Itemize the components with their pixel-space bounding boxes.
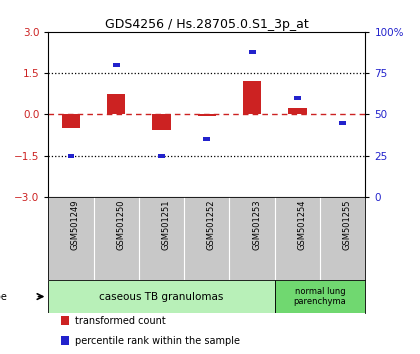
- Text: GSM501252: GSM501252: [207, 200, 216, 250]
- Text: normal lung
parenchyma: normal lung parenchyma: [294, 287, 346, 306]
- Text: GSM501250: GSM501250: [116, 200, 125, 250]
- Bar: [275, 280, 365, 313]
- Bar: [113, 63, 120, 67]
- Text: transformed count: transformed count: [75, 316, 166, 326]
- Title: GDS4256 / Hs.28705.0.S1_3p_at: GDS4256 / Hs.28705.0.S1_3p_at: [105, 18, 309, 31]
- Bar: [198, 114, 216, 116]
- Bar: [339, 121, 346, 125]
- Bar: [243, 81, 261, 114]
- Bar: [61, 336, 69, 345]
- Text: percentile rank within the sample: percentile rank within the sample: [75, 336, 240, 346]
- Bar: [68, 154, 74, 158]
- Text: GSM501251: GSM501251: [162, 200, 171, 250]
- Bar: [203, 137, 210, 141]
- Bar: [152, 114, 171, 130]
- Bar: [48, 280, 275, 313]
- Bar: [62, 114, 80, 128]
- Bar: [61, 316, 69, 325]
- Bar: [158, 154, 165, 158]
- Text: GSM501254: GSM501254: [297, 200, 307, 250]
- Bar: [249, 50, 255, 54]
- Bar: [294, 96, 301, 100]
- Bar: [107, 94, 125, 114]
- Bar: [289, 108, 307, 114]
- Text: GSM501255: GSM501255: [343, 200, 352, 250]
- Text: GSM501253: GSM501253: [252, 200, 261, 250]
- Text: cell type: cell type: [0, 292, 7, 302]
- Text: GSM501249: GSM501249: [71, 200, 80, 250]
- Text: caseous TB granulomas: caseous TB granulomas: [100, 292, 224, 302]
